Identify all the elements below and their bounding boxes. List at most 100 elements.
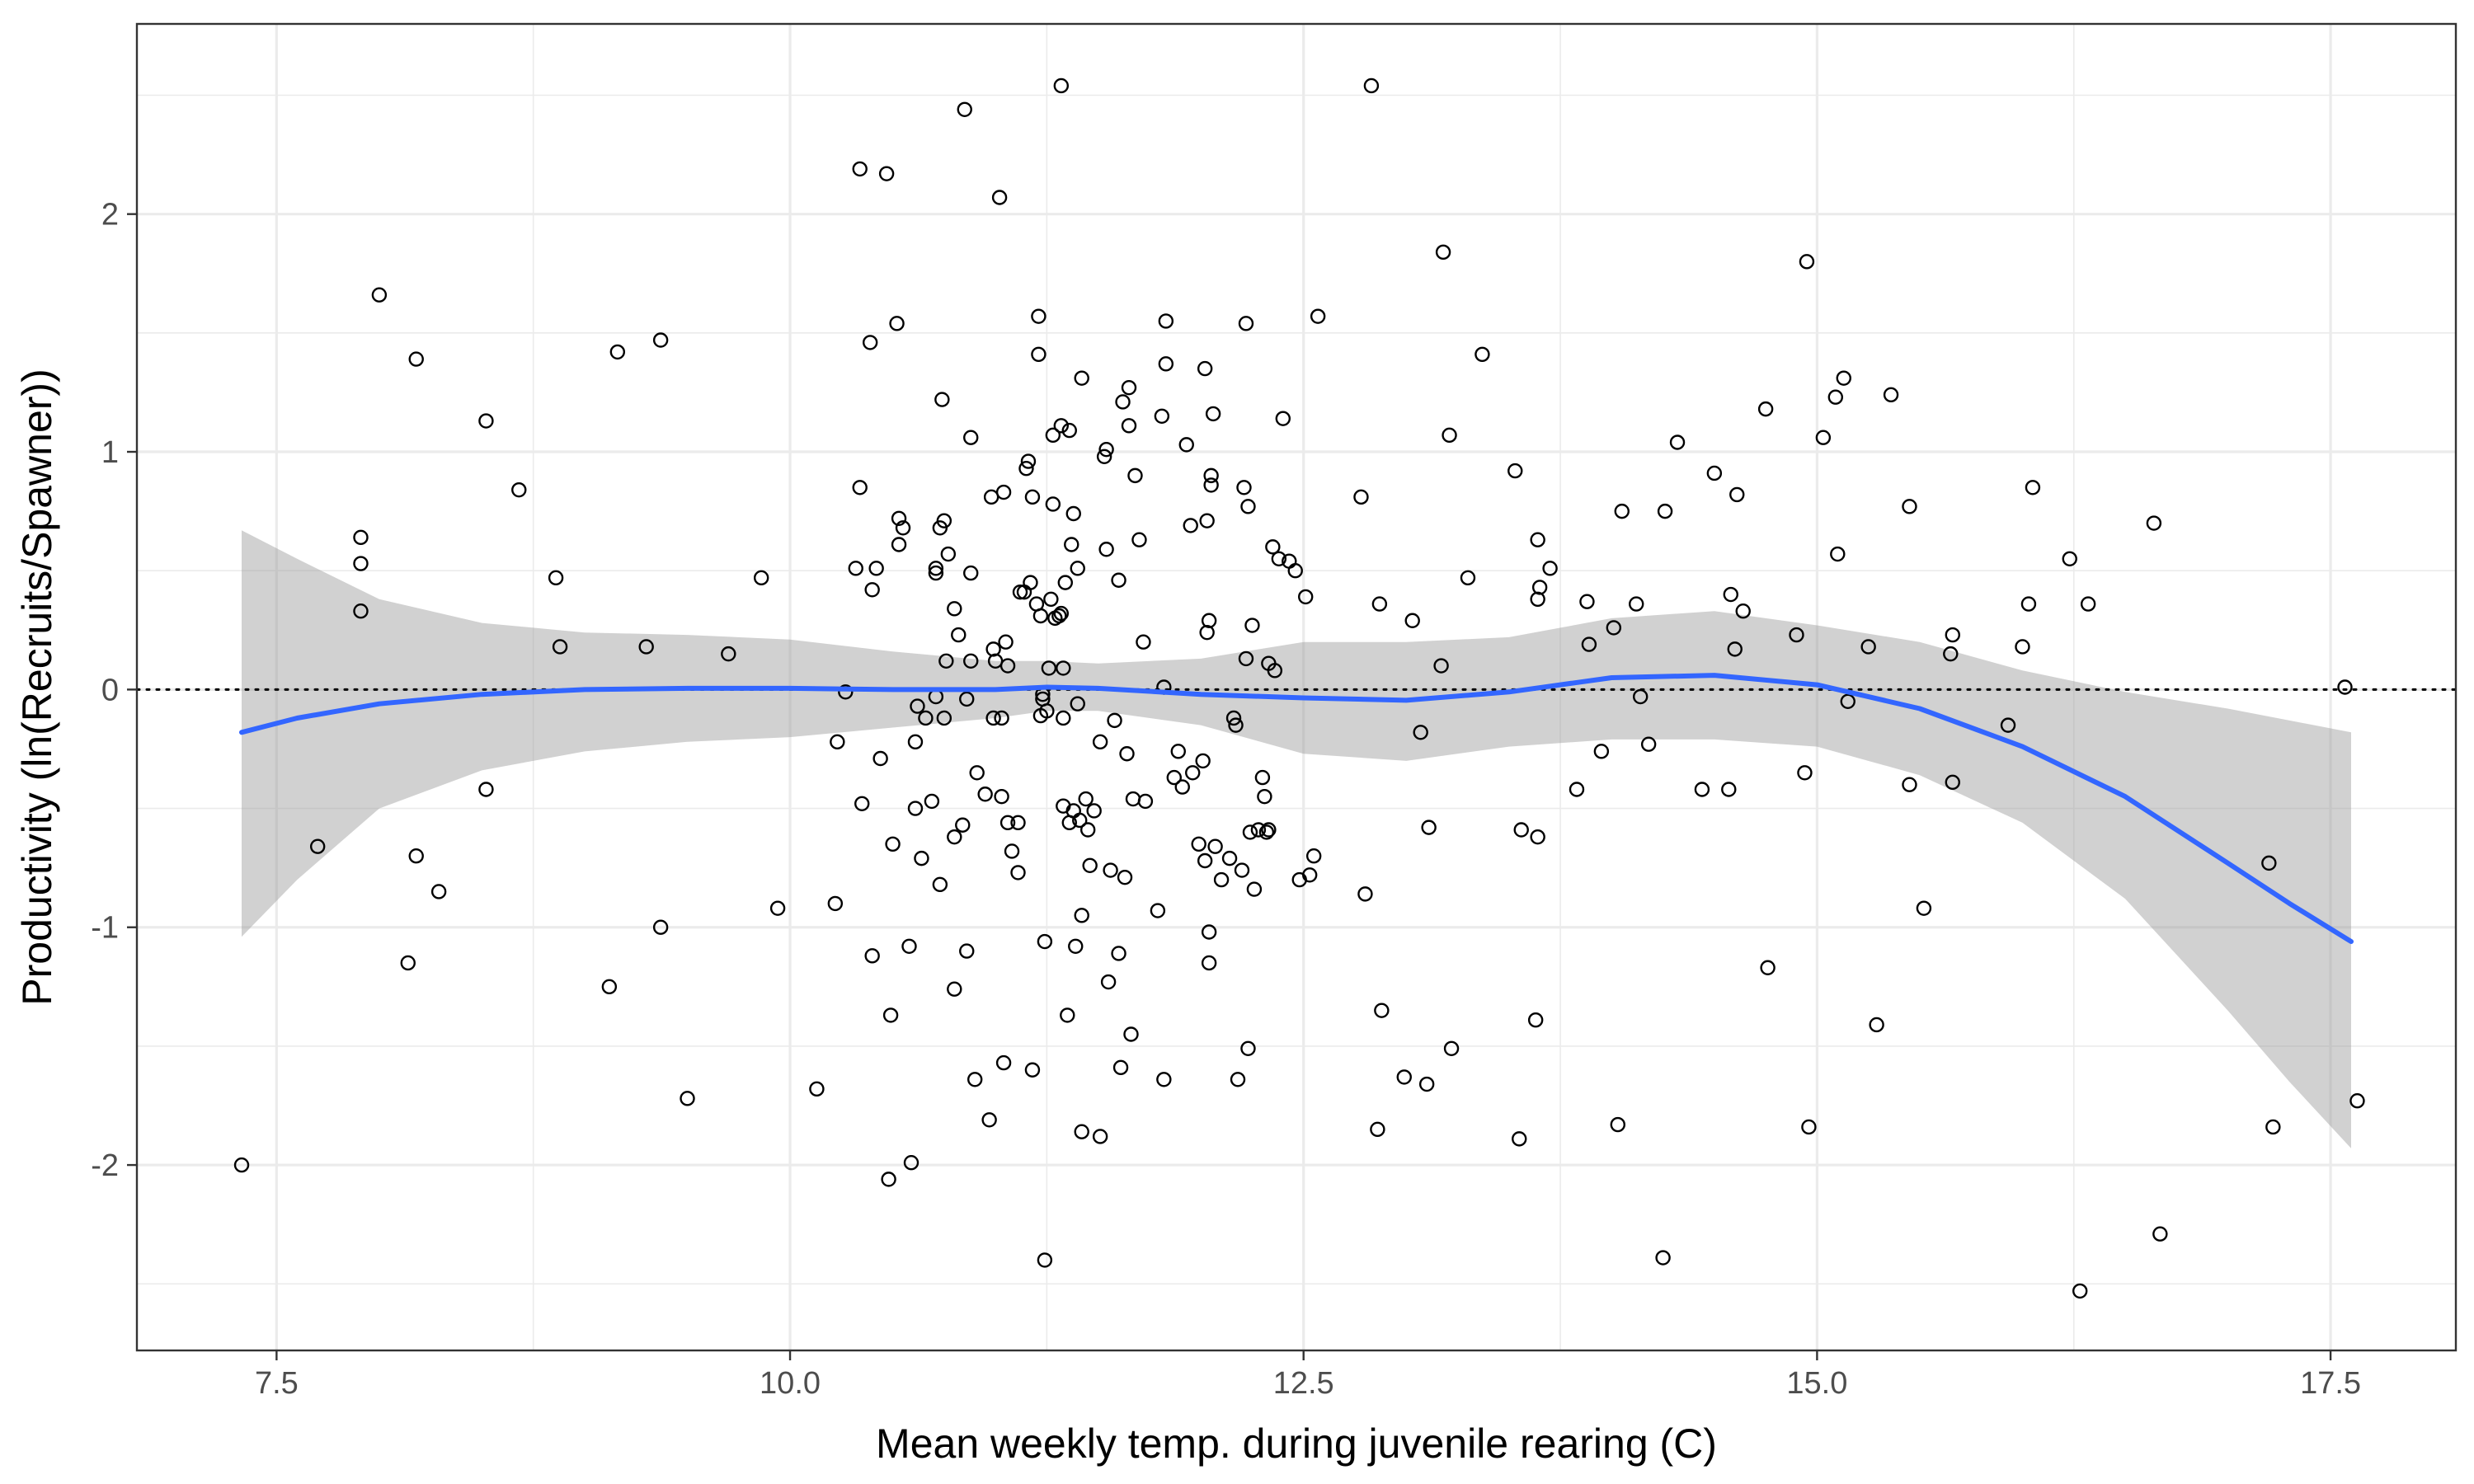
data-point [1902,499,1917,514]
data-point [1945,627,1960,643]
data-point [1614,503,1630,519]
data-point [1098,542,1114,557]
data-point [938,653,954,669]
y-axis-ticks: -2 -1 0 1 2 [91,198,137,1183]
data-point [353,529,369,546]
data-point [353,603,369,619]
smooth-trend-line [239,673,2354,944]
data-point [1103,862,1118,878]
data-point [1267,663,1283,679]
data-point [1041,660,1057,676]
data-point [1092,734,1108,750]
data-point [1757,401,1774,417]
data-point [1205,406,1221,422]
data-point [947,601,962,617]
data-point [1191,836,1206,852]
data-point [1830,546,1846,562]
data-point [1020,453,1037,469]
data-point [1240,1040,1256,1056]
data-point [1531,580,1548,595]
data-point [1275,411,1291,426]
data-point [1150,903,1166,918]
data-point [1166,769,1183,786]
data-point [1213,871,1230,888]
data-point [548,570,564,586]
data-point [1305,848,1322,864]
data-point [1404,613,1420,628]
data-point [981,1112,997,1128]
data-point [1201,613,1217,628]
data-point [1185,765,1201,781]
data-point [1261,822,1277,838]
data-point [907,734,924,750]
data-point [1024,489,1041,505]
data-point [1530,829,1545,845]
x-tick-label: 7.5 [255,1366,299,1401]
data-point [2015,639,2030,655]
data-point [400,955,416,971]
data-point [1801,1119,1817,1135]
data-point [1442,427,1457,444]
data-point [1287,563,1303,579]
data-point [1265,539,1281,555]
data-point [1024,1062,1041,1078]
data-point [1527,1012,1544,1028]
y-axis-title: Productivity (ln(Recruits/Spawner)) [14,369,60,1005]
data-point [1542,561,1558,576]
data-point [1074,370,1089,386]
data-point [928,561,944,576]
data-point [1043,591,1059,608]
data-point [1250,822,1267,838]
data-point [1123,1026,1139,1042]
data-point [1475,346,1490,363]
data-point [809,1081,825,1097]
data-point [862,335,878,350]
data-point [1121,379,1137,396]
data-point [1421,819,1437,835]
data-point [1056,710,1071,726]
data-point [991,190,1008,205]
data-point [1098,441,1114,458]
data-point [967,1072,983,1087]
data-point [1018,461,1034,477]
x-axis-title: Mean weekly temp. during juvenile rearin… [876,1421,1717,1467]
data-point [854,796,870,811]
data-point [1092,1129,1108,1144]
x-tick-label: 12.5 [1273,1366,1334,1401]
data-point [1203,467,1219,484]
data-point [903,1155,920,1171]
data-point [1694,782,1710,797]
data-point [998,634,1014,650]
data-point [1051,608,1067,624]
data-point [408,351,424,367]
data-point [511,481,527,498]
data-point [1100,974,1117,990]
data-point [924,793,940,810]
data-point [1070,696,1085,711]
data-point [1131,532,1147,547]
data-point [1004,843,1020,859]
data-point [1945,774,1960,791]
data-point [1706,465,1723,481]
data-point [1117,869,1133,885]
data-point [1119,746,1135,762]
data-point [309,838,326,854]
data-point [1086,803,1102,819]
data-point [1371,596,1388,612]
data-point [1238,316,1254,331]
data-point [1789,627,1804,643]
data-point [868,561,884,576]
data-point [1183,518,1198,533]
data-point [1207,838,1223,854]
y-tick-label: 2 [101,198,119,232]
data-point [2025,480,2041,495]
data-point [1396,1069,1412,1085]
data-point [994,710,1009,726]
data-point [1512,1131,1527,1147]
data-point [985,710,1001,726]
data-point [1657,503,1673,519]
data-point [1045,496,1061,512]
data-point [601,979,618,995]
data-point [1137,793,1154,810]
